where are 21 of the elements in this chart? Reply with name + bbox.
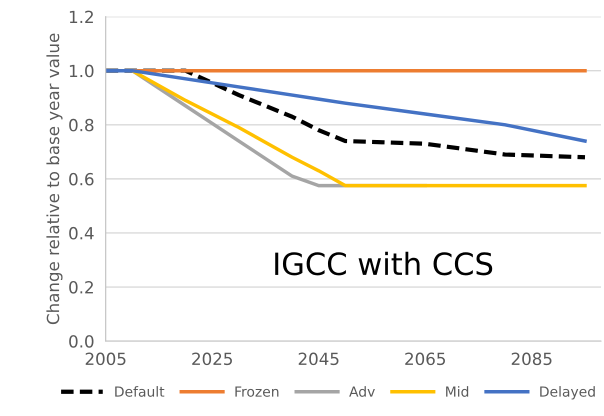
y-tick-label: 0.4 [69,226,94,240]
x-tick-label: 2005 [86,352,126,366]
y-tick-label: 0.2 [69,281,93,294]
legend-label: Frozen [235,386,278,397]
annotation: IGCC with CCS [275,252,492,276]
y-axis-title: Change relative to base year value [46,34,63,324]
line-series [106,68,587,143]
y-tick-label: 1.0 [70,64,94,78]
x-tick-label: 2045 [298,352,338,366]
legend-label: Delayed [540,386,595,400]
legend-label: Adv [349,386,375,397]
x-tick-label: 2065 [405,352,445,366]
line-series [106,68,588,160]
y-tick-label: 1.2 [70,10,93,23]
legend-label: Default [115,386,164,397]
x-tick-label: 2085 [512,352,552,366]
legend-label: Mid [446,386,468,397]
x-tick-label: 2025 [192,352,232,366]
y-tick-label: 0.6 [69,172,94,186]
y-tick-label: 0.8 [69,118,94,132]
y-tick-label: 0.0 [69,335,94,348]
